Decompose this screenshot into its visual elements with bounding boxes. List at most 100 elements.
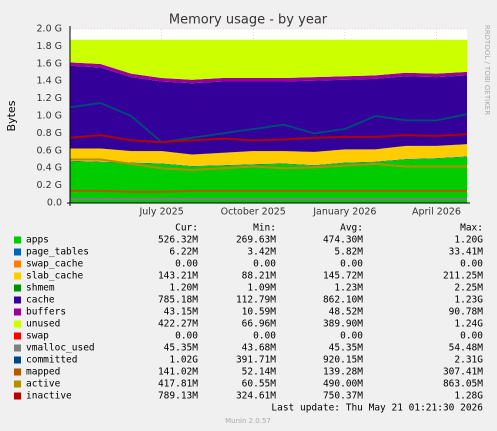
legend-stat: 43.15M xyxy=(164,307,199,318)
legend-header: Cur: xyxy=(175,223,198,234)
legend-stat: 307.41M xyxy=(443,367,483,378)
legend-stat: 0.00 xyxy=(460,331,483,342)
area xyxy=(70,62,467,84)
legend-stat: 389.90M xyxy=(323,319,363,330)
legend-stat: 141.02M xyxy=(158,367,198,378)
legend-label: active xyxy=(26,379,61,390)
y-tick-label: 0.8 G xyxy=(37,128,63,139)
legend-stat: 211.25M xyxy=(443,271,483,282)
legend-stat: 33.41M xyxy=(449,247,484,258)
legend-label: mapped xyxy=(26,367,60,378)
y-tick-label: 1.4 G xyxy=(37,76,63,87)
legend-stat: 1.23M xyxy=(334,283,363,294)
y-tick-label: 1.6 G xyxy=(37,58,63,69)
y-tick-label: 0.6 G xyxy=(37,145,63,156)
legend-stat: 862.10M xyxy=(323,295,363,306)
legend-swatch xyxy=(14,368,21,376)
legend-stat: 0.00 xyxy=(340,331,363,342)
legend-swatch xyxy=(14,356,21,364)
legend-stat: 1.24G xyxy=(454,319,483,330)
legend-stat: 3.42M xyxy=(247,247,276,258)
legend-stat: 785.18M xyxy=(158,295,198,306)
legend-stat: 474.30M xyxy=(323,235,363,246)
legend-stat: 48.52M xyxy=(329,307,364,318)
y-tick-label: 1.2 G xyxy=(37,93,63,104)
legend-stat: 143.21M xyxy=(158,271,198,282)
y-tick-label: 1.0 G xyxy=(37,111,63,122)
legend-stat: 0.00 xyxy=(253,259,276,270)
legend-stat: 422.27M xyxy=(158,319,198,330)
x-tick-label: January 2026 xyxy=(312,207,376,218)
legend-header: Min: xyxy=(253,223,276,234)
legend-swatch xyxy=(14,236,21,244)
x-tick-label: July 2025 xyxy=(138,207,183,218)
legend-stat: 391.71M xyxy=(236,355,276,366)
legend-stat: 45.35M xyxy=(329,343,364,354)
legend-stat: 490.00M xyxy=(323,379,363,390)
legend-stat: 0.00 xyxy=(175,259,198,270)
legend-stat: 60.55M xyxy=(242,379,277,390)
legend-stat: 43.68M xyxy=(242,343,277,354)
line xyxy=(70,189,467,193)
legend-stat: 1.20M xyxy=(169,283,198,294)
legend-stat: 1.23G xyxy=(454,295,483,306)
legend-label: buffers xyxy=(26,307,66,318)
legend-stat: 417.81M xyxy=(158,379,198,390)
y-tick-label: 0.0 xyxy=(47,198,62,209)
legend-stat: 0.00 xyxy=(175,331,198,342)
legend-stat: 0.00 xyxy=(253,331,276,342)
y-axis-label: Bytes xyxy=(5,100,18,131)
legend-stat: 139.28M xyxy=(323,367,363,378)
legend-stat: 2.31G xyxy=(454,355,483,366)
legend-stat: 1.28G xyxy=(454,391,483,402)
legend-stat: 750.37M xyxy=(323,391,363,402)
legend-stat: 0.00 xyxy=(340,259,363,270)
legend-swatch xyxy=(14,344,21,352)
y-tick-label: 1.8 G xyxy=(37,41,63,52)
footer: Munin 2.0.57 xyxy=(225,417,271,425)
legend-label: vmalloc_used xyxy=(26,343,95,354)
legend-stat: 10.59M xyxy=(242,307,277,318)
legend-stat: 6.22M xyxy=(169,247,198,258)
y-tick-label: 0.4 G xyxy=(37,163,63,174)
legend-stat: 1.20G xyxy=(454,235,483,246)
legend-label: page_tables xyxy=(26,247,89,258)
legend-stat: 90.78M xyxy=(449,307,484,318)
area xyxy=(70,144,467,155)
legend-label: swap_cache xyxy=(26,259,83,270)
x-tick-label: October 2025 xyxy=(221,207,286,218)
legend-stat: 863.05M xyxy=(443,379,483,390)
y-tick-label: 2.0 G xyxy=(37,24,63,35)
legend-stat: 88.21M xyxy=(242,271,277,282)
line xyxy=(70,158,467,171)
legend-swatch xyxy=(14,392,21,400)
legend-label: shmem xyxy=(26,283,55,294)
legend-header: Max: xyxy=(460,223,483,234)
legend-swatch xyxy=(14,308,21,316)
side-label: RRDTOOL / TOBI OETIKER xyxy=(483,25,491,115)
legend-stat: 45.35M xyxy=(164,343,199,354)
legend-stat: 920.15M xyxy=(323,355,363,366)
last-update: Last update: Thu May 21 01:21:30 2026 xyxy=(271,403,483,414)
area xyxy=(70,39,467,80)
legend-swatch xyxy=(14,380,21,388)
legend-label: swap xyxy=(26,331,49,342)
legend-swatch xyxy=(14,296,21,304)
legend-swatch xyxy=(14,284,21,292)
legend-label: inactive xyxy=(26,391,72,402)
legend-swatch xyxy=(14,320,21,328)
legend-stat: 112.79M xyxy=(236,295,276,306)
legend-stat: 2.25M xyxy=(454,283,483,294)
legend-header: Avg: xyxy=(340,223,363,234)
legend-stat: 145.72M xyxy=(323,271,363,282)
legend-label: committed xyxy=(26,355,77,366)
y-tick-label: 0.2 G xyxy=(37,180,63,191)
legend-stat: 0.00 xyxy=(460,259,483,270)
legend-stat: 5.82M xyxy=(334,247,363,258)
legend-label: cache xyxy=(26,295,55,306)
legend-stat: 66.96M xyxy=(242,319,277,330)
legend-stat: 789.13M xyxy=(158,391,198,402)
legend-label: unused xyxy=(26,319,60,330)
area xyxy=(70,144,467,166)
